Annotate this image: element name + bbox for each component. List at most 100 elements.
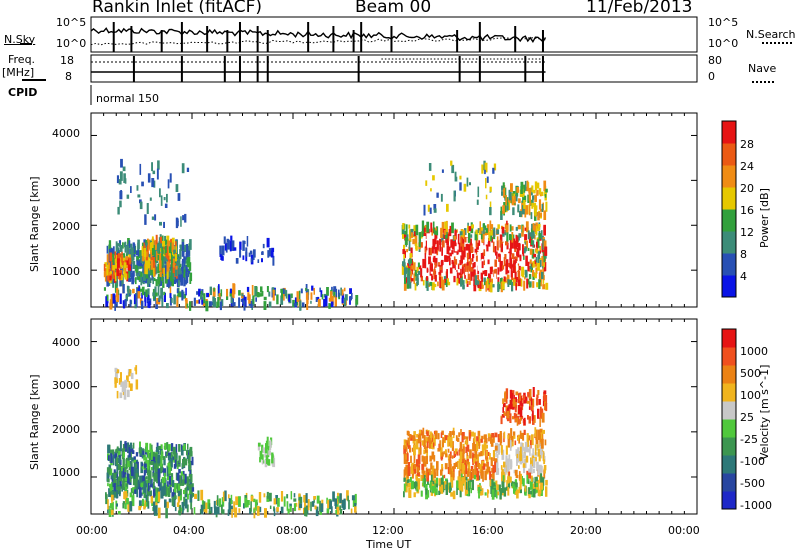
power-cell: [532, 281, 535, 288]
velocity-cell: [519, 394, 521, 401]
power-cell: [451, 222, 454, 234]
power-cell: [141, 181, 144, 187]
power-cell: [206, 292, 209, 298]
velocity-cell: [336, 507, 339, 514]
velocity-cell: [132, 442, 135, 449]
power-cell: [157, 160, 160, 170]
velocity-cell: [154, 505, 158, 515]
velocity-cell: [163, 472, 166, 483]
power-cell: [123, 262, 127, 268]
velocity-cell: [150, 449, 153, 460]
velocity-cell: [413, 464, 416, 474]
power-cell: [223, 236, 226, 244]
velocity-cell: [132, 491, 135, 499]
power-cell: [469, 276, 472, 281]
velocity-cell: [495, 452, 497, 458]
power-cell: [524, 246, 527, 252]
power-cell: [484, 225, 487, 230]
power-cell: [305, 287, 307, 291]
power-cell: [458, 268, 462, 276]
power-cell: [124, 267, 127, 278]
power-cell: [231, 298, 234, 306]
power-cell: [225, 242, 228, 253]
velocity-cell: [280, 491, 284, 502]
velocity-cell: [258, 442, 261, 447]
power-cell: [432, 175, 435, 181]
power-cell: [159, 236, 163, 248]
velocity-cell: [179, 505, 181, 515]
velocity-cell: [432, 441, 435, 448]
velocity-cell: [502, 492, 504, 496]
power-cell: [170, 257, 173, 268]
velocity-cell: [186, 450, 188, 456]
velocity-cell: [453, 431, 455, 436]
velocity-cell: [534, 476, 536, 487]
velocity-cell: [125, 483, 128, 487]
power-cell: [514, 266, 517, 273]
velocity-cell: [405, 477, 408, 481]
power-cell: [124, 241, 127, 253]
power-cell: [447, 281, 451, 286]
velocity-cell: [443, 451, 445, 455]
velocity-cell: [411, 480, 414, 490]
velocity-cell: [522, 463, 526, 468]
velocity-cell: [403, 477, 406, 482]
power-cell: [326, 287, 329, 296]
power-cell: [119, 245, 123, 253]
velocity-cell: [519, 446, 522, 455]
xtick-2400: 00:00: [668, 524, 700, 537]
velocity-cell: [146, 488, 150, 496]
velocity-cell: [528, 406, 531, 410]
power-cell: [416, 277, 419, 285]
velocity-cell: [130, 445, 133, 449]
velocity-cell: [143, 454, 146, 461]
power-colorbar-frame: [721, 120, 737, 298]
power-cell: [534, 206, 537, 216]
velocity-cell: [261, 454, 264, 461]
power-cell: [524, 195, 527, 202]
power-cell: [319, 287, 321, 293]
power-cell: [535, 256, 538, 263]
velocity-cell: [230, 494, 233, 505]
power-cell: [481, 261, 484, 269]
power-cell: [129, 243, 132, 247]
power-cell: [159, 260, 162, 271]
power-cell: [147, 295, 150, 304]
power-cell: [477, 284, 480, 289]
velocity-cell: [177, 483, 181, 491]
velocity-cell: [417, 467, 420, 472]
power-cell: [171, 268, 174, 279]
velocity-cell: [180, 481, 183, 486]
velocity-cell: [409, 434, 412, 439]
power-cell: [147, 260, 150, 269]
velocity-cell: [167, 455, 171, 461]
power-cell: [248, 302, 252, 306]
velocity-cell: [140, 467, 144, 474]
velocity-cell: [176, 502, 180, 507]
power-colorbar: [722, 165, 736, 188]
velocity-cell: [133, 471, 137, 482]
power-cell: [170, 255, 173, 259]
power-cell: [509, 238, 513, 249]
velocity-cell: [540, 406, 542, 414]
velocity-cell: [456, 451, 458, 456]
power-cell: [171, 237, 175, 245]
velocity-cell: [145, 467, 148, 474]
velocity-cell: [505, 462, 508, 473]
power-cell: [523, 255, 525, 260]
velocity-cell: [447, 437, 450, 447]
power-cell: [145, 289, 148, 298]
power-cell: [146, 203, 149, 214]
power-cell: [290, 293, 293, 298]
velocity-cell: [426, 472, 429, 482]
power-cell: [490, 278, 493, 284]
velocity-cell: [543, 459, 546, 465]
power-cell: [482, 252, 485, 262]
velocity-cell: [491, 478, 494, 488]
velocity-cell: [478, 489, 480, 499]
velocity-cell: [188, 463, 192, 471]
velocity-cell: [136, 486, 138, 498]
power-cell: [468, 244, 471, 250]
velocity-cell: [123, 477, 126, 481]
power-cell: [161, 244, 164, 253]
